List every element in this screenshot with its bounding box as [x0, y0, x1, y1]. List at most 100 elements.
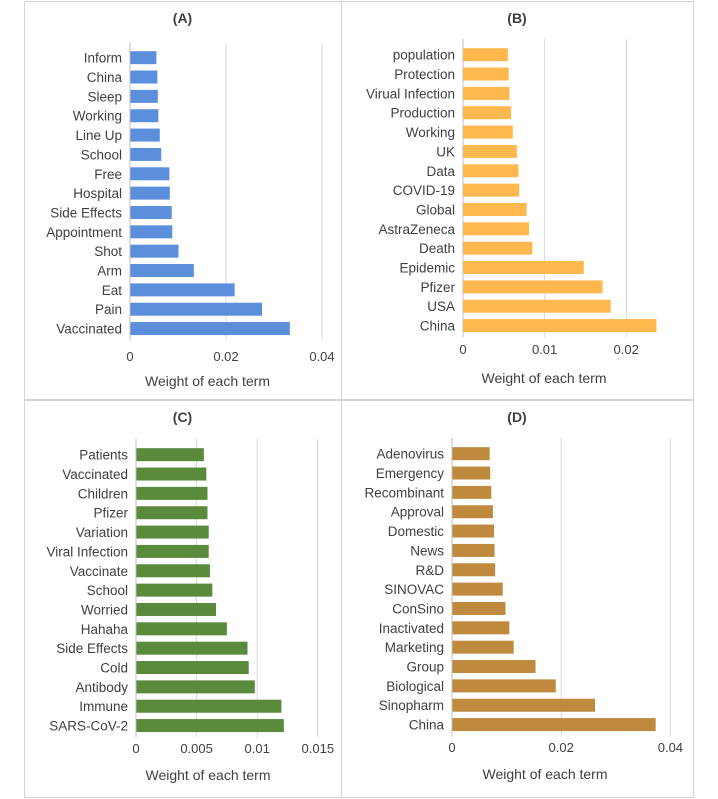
x-tick-label: 0: [132, 741, 139, 756]
bar: [130, 51, 157, 65]
category-label: Approval: [391, 505, 444, 520]
bar: [463, 280, 603, 294]
category-label: Domestic: [388, 524, 445, 539]
category-label: Patients: [79, 448, 128, 463]
bar: [452, 582, 503, 596]
chart-title: (D): [507, 409, 526, 425]
category-label: Protection: [394, 67, 455, 82]
category-label: Biological: [386, 679, 444, 694]
category-label: SINOVAC: [384, 582, 444, 597]
bar: [136, 622, 227, 636]
bar: [452, 485, 492, 499]
category-label: Cold: [100, 661, 128, 676]
bar: [130, 244, 179, 258]
category-label: AstraZeneca: [378, 222, 455, 237]
bar: [130, 264, 194, 278]
bar: [130, 147, 162, 161]
category-label: Adenovirus: [376, 447, 444, 462]
bar: [130, 225, 173, 239]
bar: [136, 661, 249, 675]
x-axis-label: Weight of each term: [481, 370, 606, 386]
category-label: Emergency: [376, 466, 445, 481]
chart-panel-3: (C) Patients Vaccinated Children Pfizer Varia…: [24, 400, 342, 798]
category-label: News: [410, 543, 444, 558]
bar: [452, 505, 493, 519]
bar: [452, 466, 491, 480]
bar: [130, 167, 170, 181]
x-tick-label: 0.005: [180, 741, 213, 756]
category-label: Vaccinate: [70, 564, 128, 579]
bar: [452, 601, 506, 615]
bar: [463, 183, 520, 197]
x-axis-label: Weight of each term: [145, 373, 270, 389]
category-label: Inform: [84, 51, 122, 66]
category-label: Pfizer: [420, 280, 455, 295]
x-tick-label: 0.04: [658, 740, 683, 755]
bar: [136, 680, 255, 694]
category-label: Line Up: [75, 128, 122, 143]
bar: [463, 144, 517, 158]
category-label: Free: [94, 167, 122, 182]
category-label: Pain: [95, 302, 122, 317]
bar: [136, 486, 208, 500]
bar: [136, 641, 248, 655]
category-label: Marketing: [385, 640, 444, 655]
panel-border: [341, 400, 694, 798]
x-tick-label: 0: [126, 349, 133, 364]
bar: [136, 719, 284, 733]
category-label: COVID-19: [393, 183, 455, 198]
x-tick-label: 0.02: [614, 342, 639, 357]
x-tick-label: 0.01: [245, 741, 270, 756]
category-label: Vaccinated: [62, 467, 128, 482]
category-label: Inactivated: [379, 621, 444, 636]
bar: [452, 640, 514, 654]
bar: [136, 467, 207, 481]
category-label: Production: [390, 106, 455, 121]
x-tick-label: 0.02: [549, 740, 574, 755]
bar: [463, 125, 513, 139]
category-label: Viral Infection: [46, 544, 128, 559]
bar: [136, 564, 210, 578]
category-label: USA: [427, 299, 455, 314]
category-label: Epidemic: [399, 261, 455, 276]
bar: [452, 660, 536, 674]
x-tick-label: 0.04: [309, 349, 334, 364]
panel-border: [341, 1, 694, 400]
bar: [463, 67, 509, 81]
chart-title: (A): [173, 10, 192, 26]
category-label: China: [409, 718, 445, 733]
bar: [463, 261, 584, 275]
x-axis-label: Weight of each term: [482, 766, 607, 782]
x-tick-label: 0: [459, 342, 466, 357]
category-label: Immune: [79, 699, 128, 714]
chart-title: (C): [173, 409, 192, 425]
bar: [130, 302, 262, 316]
bar: [136, 544, 209, 558]
bar: [463, 299, 611, 313]
category-label: Global: [416, 202, 455, 217]
category-label: China: [420, 319, 456, 334]
bar: [452, 679, 556, 693]
category-label: Side Effects: [56, 641, 128, 656]
category-label: Death: [419, 241, 455, 256]
category-label: Worried: [81, 602, 128, 617]
category-label: UK: [436, 144, 455, 159]
chart-panel-2: (B) population Protection Virual Infection P…: [341, 1, 694, 400]
bar: [130, 70, 158, 84]
bar: [136, 699, 282, 713]
category-label: Shot: [94, 244, 122, 259]
bar: [463, 319, 657, 333]
category-label: Hospital: [73, 186, 122, 201]
x-axis-label: Weight of each term: [145, 767, 270, 783]
category-label: School: [87, 583, 128, 598]
category-label: Group: [406, 660, 444, 675]
bar: [130, 128, 160, 142]
category-label: Eat: [102, 283, 123, 298]
category-label: Virual Infection: [366, 86, 455, 101]
bar: [130, 186, 170, 200]
bar: [130, 322, 290, 336]
bar: [463, 86, 510, 100]
bar: [463, 222, 530, 236]
category-label: Vaccinated: [56, 322, 122, 337]
